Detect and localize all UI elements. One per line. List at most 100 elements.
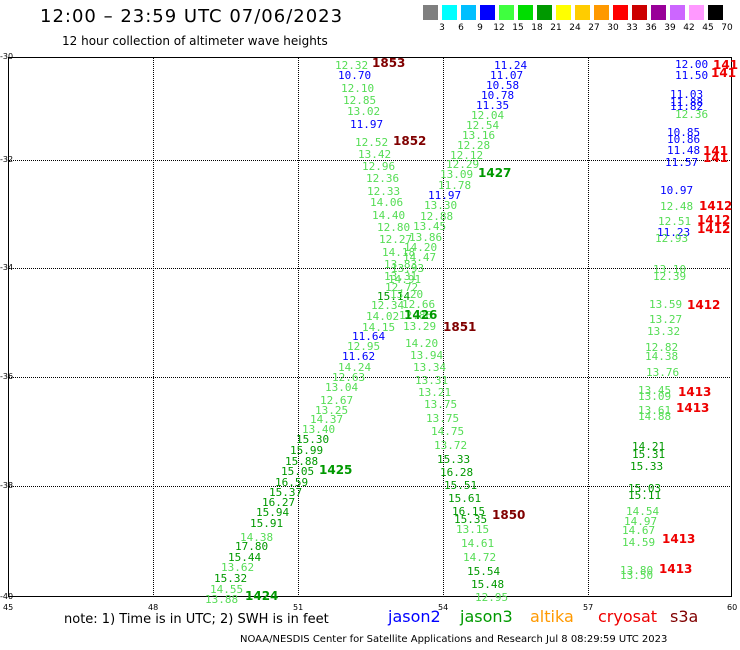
scale-label: 18 (531, 23, 543, 33)
wave-height-value: 13.45 (413, 220, 447, 233)
wave-height-value: 15.03 (628, 482, 662, 495)
scale-swatch (670, 5, 685, 20)
scale-label: 12 (493, 23, 505, 33)
wave-height-value: 13.09 (440, 168, 474, 181)
wave-height-value: 12.95 (347, 340, 381, 353)
scale-swatch (537, 5, 552, 20)
wave-height-value: 12.39 (653, 270, 687, 283)
scale-swatch (518, 5, 533, 20)
wave-height-value: 15.91 (250, 517, 284, 530)
longitude-gridline (298, 57, 299, 597)
wave-height-value: 15.30 (296, 433, 330, 446)
scale-label: 9 (477, 23, 483, 33)
pass-number-label: 141 (703, 151, 729, 165)
wave-height-value: 11.35 (476, 99, 510, 112)
wave-height-value: 14.20 (405, 337, 439, 350)
wave-height-value: 12.04 (471, 109, 505, 122)
satellite-legend-jason3: jason3 (460, 607, 513, 626)
wave-height-value: 13.45 (638, 384, 672, 397)
wave-height-value: 11.07 (490, 69, 524, 82)
longitude-label: 54 (438, 603, 449, 612)
pass-number-label: 1850 (492, 508, 526, 522)
latitude-label: -38 (0, 481, 14, 490)
wave-height-value: 10.78 (481, 89, 515, 102)
wave-height-value: 14.06 (370, 196, 404, 209)
wave-height-value: 11.57 (665, 156, 699, 169)
scale-swatch (480, 5, 495, 20)
wave-height-value: 10.85 (667, 126, 701, 139)
longitude-label: 57 (583, 603, 594, 612)
wave-height-value: 15.11 (628, 489, 662, 502)
wave-height-value: 12.54 (466, 119, 500, 132)
scale-label: 15 (512, 23, 524, 33)
wave-height-value: 15.37 (269, 486, 303, 499)
latitude-label: -40 (0, 592, 14, 601)
scale-label: 42 (683, 23, 695, 33)
wave-height-value: 13.93 (391, 262, 425, 275)
wave-height-value: 13.02 (347, 105, 381, 118)
wave-height-value: 12.00 (675, 58, 709, 71)
wave-height-value: 13.42 (358, 148, 392, 161)
longitude-label: 45 (3, 603, 14, 612)
wave-height-value: 14.59 (622, 536, 656, 549)
wave-height-value: 14.38 (645, 350, 679, 363)
scale-swatch (651, 5, 666, 20)
wave-height-value: 11.64 (352, 330, 386, 343)
wave-height-value: 10.58 (486, 79, 520, 92)
wave-height-value: 15.31 (632, 448, 666, 461)
wave-height-value: 13.40 (302, 423, 336, 436)
wave-height-value: 12.96 (362, 160, 396, 173)
scale-label: 24 (569, 23, 581, 33)
wave-height-value: 12.88 (420, 210, 454, 223)
wave-height-value: 13.30 (424, 199, 458, 212)
wave-height-value: 13.21 (418, 386, 452, 399)
wave-height-value: 12.51 (658, 215, 692, 228)
wave-height-value: 13.61 (638, 404, 672, 417)
scale-swatch (499, 5, 514, 20)
wave-height-value: 11.48 (667, 144, 701, 157)
credit-line: NOAA/NESDIS Center for Satellite Applica… (240, 634, 668, 645)
latitude-gridline (8, 486, 732, 487)
wave-height-value: 15.54 (467, 565, 501, 578)
wave-height-value: 12.32 (335, 59, 369, 72)
wave-height-value: 14.02 (366, 310, 400, 323)
scale-swatch (689, 5, 704, 20)
wave-height-value: 15.33 (630, 460, 664, 473)
wave-height-value: 10.86 (667, 133, 701, 146)
wave-height-value: 15.05 (281, 465, 315, 478)
latitude-gridline (8, 160, 732, 161)
wave-height-value: 14.40 (372, 209, 406, 222)
chart-title: 12:00 – 23:59 UTC 07/06/2023 (40, 6, 344, 27)
wave-height-value: 11.82 (670, 100, 704, 113)
wave-height-value: 13.50 (620, 569, 654, 582)
footnote: note: 1) Time is in UTC; 2) SWH is in fe… (64, 612, 329, 627)
pass-number-label: 1413 (678, 385, 712, 399)
wave-height-value: 14.97 (624, 515, 658, 528)
wave-height-value: 12.66 (402, 298, 436, 311)
pass-number-label: 1412 (697, 222, 731, 236)
wave-height-value: 13.31 (384, 270, 418, 283)
longitude-gridline (153, 57, 154, 597)
scale-swatch (423, 5, 438, 20)
scale-swatch (575, 5, 590, 20)
scale-label: 27 (588, 23, 600, 33)
wave-height-value: 12.67 (320, 394, 354, 407)
satellite-legend-jason2: jason2 (388, 607, 441, 626)
wave-height-value: 15.33 (437, 453, 471, 466)
wave-height-value: 15.88 (285, 455, 319, 468)
wave-height-value: 14.24 (338, 361, 372, 374)
wave-height-value: 16.59 (275, 476, 309, 489)
wave-height-value: 14.20 (404, 241, 438, 254)
wave-height-value: 12.72 (385, 281, 419, 294)
wave-height-value: 11.03 (670, 88, 704, 101)
scale-label: 36 (645, 23, 657, 33)
pass-number-label: 1851 (443, 320, 477, 334)
wave-height-value: 16.28 (440, 466, 474, 479)
wave-height-value: 14.55 (210, 583, 244, 596)
longitude-gridline (443, 57, 444, 597)
wave-height-value: 13.32 (647, 325, 681, 338)
wave-height-value: 15.61 (448, 492, 482, 505)
wave-height-value: 15.35 (454, 513, 488, 526)
satellite-legend-cryosat: cryosat (598, 607, 658, 626)
wave-height-value: 10.97 (660, 184, 694, 197)
